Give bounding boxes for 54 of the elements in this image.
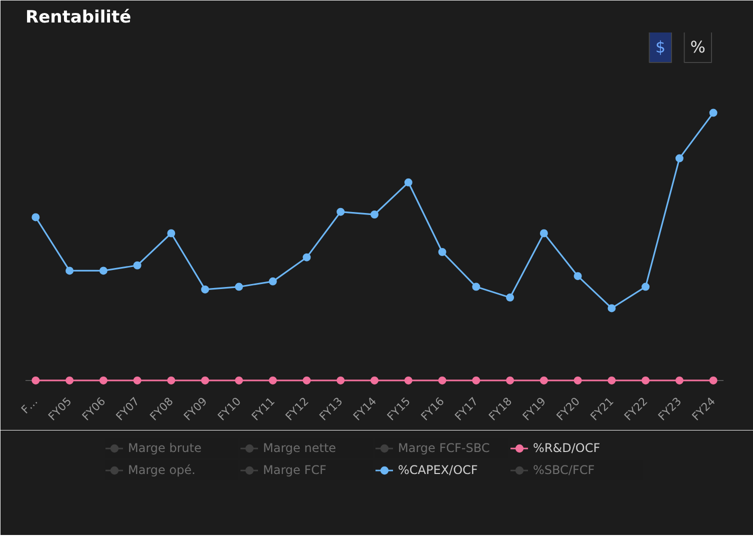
point (709, 108, 718, 117)
point (133, 376, 142, 384)
point (99, 376, 108, 384)
point (370, 210, 378, 219)
point (201, 376, 210, 384)
point (133, 261, 142, 270)
point (709, 376, 718, 384)
legend-label: Marge FCF-SBC (398, 441, 491, 455)
chart-title: Rentabilité (26, 8, 132, 28)
point (201, 285, 210, 294)
point (438, 376, 446, 384)
point (675, 154, 684, 162)
legend-label: %R&D/OCF (533, 441, 602, 455)
x-tick-label: F… (18, 394, 40, 416)
point (66, 376, 74, 384)
point (268, 277, 277, 286)
point (302, 253, 311, 262)
point (268, 376, 277, 384)
point (642, 376, 650, 384)
point (32, 213, 40, 222)
point (336, 208, 345, 216)
legend-label: %SBC/FCF (533, 463, 596, 477)
point (540, 229, 548, 238)
point (167, 229, 176, 238)
point (66, 266, 74, 275)
point (574, 376, 582, 384)
point (32, 376, 40, 384)
point (540, 376, 548, 384)
point (404, 376, 412, 384)
legend-label: %CAPEX/OCF (398, 463, 479, 477)
point (506, 376, 514, 384)
point (608, 376, 616, 384)
point (302, 376, 311, 384)
point (234, 282, 243, 291)
point (472, 376, 480, 384)
point (438, 248, 446, 256)
text: % (690, 38, 706, 56)
point (99, 266, 108, 275)
point (675, 376, 684, 384)
point (370, 376, 378, 384)
point (574, 272, 582, 280)
legend-label: Marge brute (128, 441, 202, 455)
point (167, 376, 176, 384)
text: $ (655, 38, 666, 56)
legend-label: Marge FCF (263, 463, 328, 477)
point (472, 282, 480, 291)
point (336, 376, 345, 384)
point (506, 294, 514, 302)
point (642, 282, 650, 291)
legend-label: Marge nette (263, 441, 338, 455)
legend-label: Marge opé. (128, 463, 196, 477)
point (404, 178, 412, 186)
point (234, 376, 243, 384)
point (608, 304, 616, 312)
